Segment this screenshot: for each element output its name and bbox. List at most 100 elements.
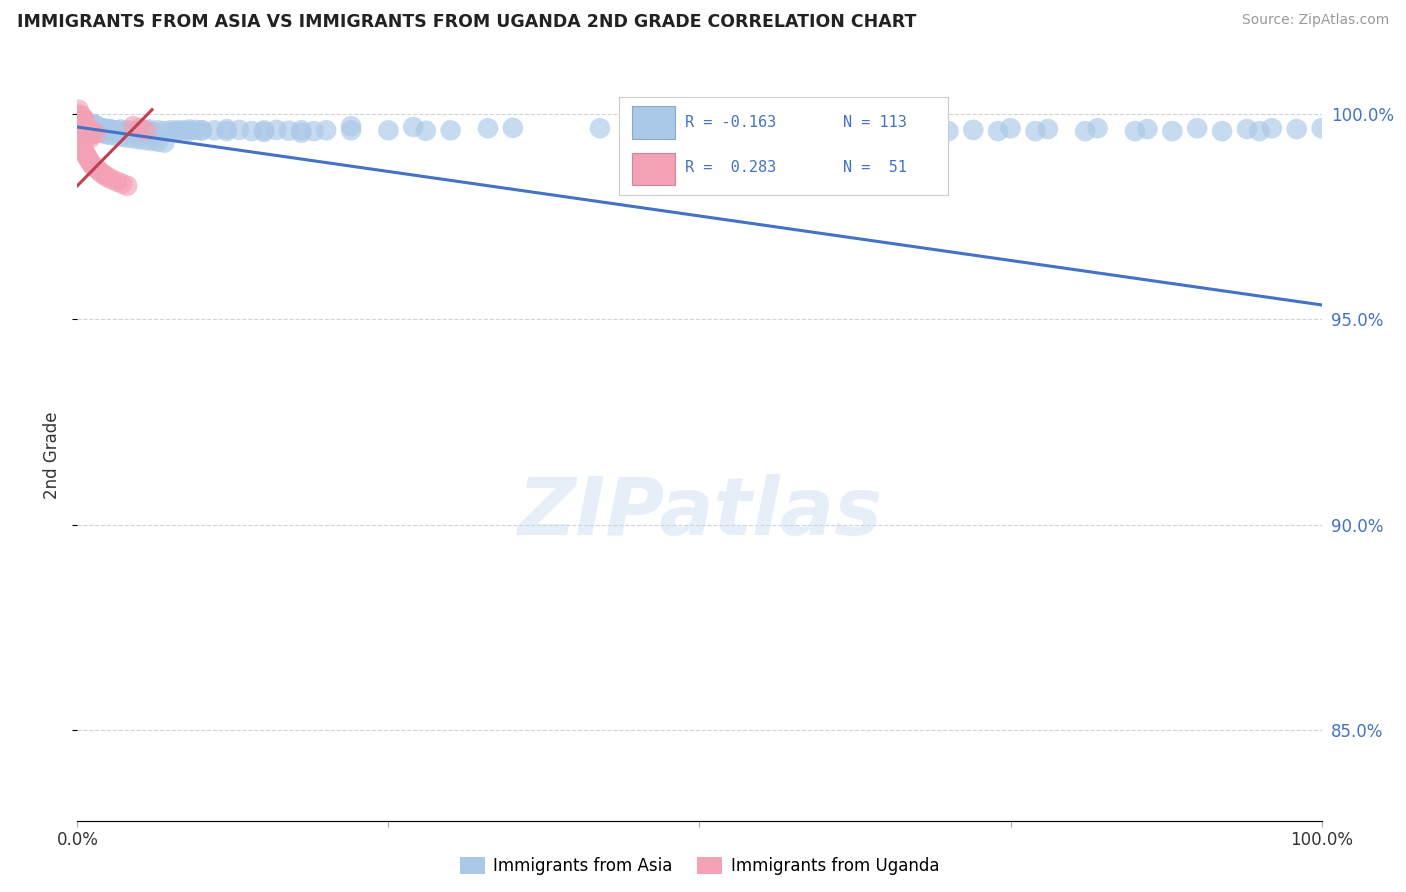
Point: [110, 129, 132, 144]
Point: [93, 169, 115, 183]
Point: [240, 124, 263, 138]
Point: [135, 123, 157, 137]
Point: [128, 132, 150, 146]
Point: [86, 120, 108, 134]
Point: [79, 118, 101, 132]
Point: [105, 175, 128, 189]
Point: [153, 124, 176, 138]
Point: [87, 120, 110, 135]
Point: [172, 123, 194, 137]
Point: [72, 110, 94, 124]
Point: [128, 121, 150, 136]
Point: [76, 150, 98, 164]
Point: [73, 119, 96, 133]
Point: [1187, 121, 1209, 136]
Point: [70, 114, 93, 128]
Point: [72, 142, 94, 156]
Point: [122, 125, 145, 139]
Point: [135, 133, 157, 147]
Point: [179, 124, 201, 138]
Point: [787, 123, 810, 137]
Point: [75, 125, 97, 139]
Point: [166, 123, 188, 137]
Point: [1261, 121, 1284, 136]
Point: [75, 120, 97, 134]
Point: [290, 123, 312, 137]
Point: [114, 124, 136, 138]
Point: [67, 103, 90, 117]
Point: [184, 123, 207, 137]
Point: [141, 134, 163, 148]
Point: [589, 121, 612, 136]
Point: [875, 121, 897, 136]
Point: [125, 124, 148, 138]
Point: [69, 137, 91, 152]
Point: [72, 119, 94, 133]
Point: [72, 115, 94, 129]
Point: [76, 115, 98, 129]
Point: [191, 123, 214, 137]
Point: [77, 152, 100, 166]
Legend: Immigrants from Asia, Immigrants from Uganda: Immigrants from Asia, Immigrants from Ug…: [453, 850, 946, 882]
Point: [402, 120, 425, 134]
Point: [290, 126, 312, 140]
Point: [115, 178, 138, 193]
Point: [72, 144, 94, 158]
Point: [79, 154, 101, 169]
Point: [84, 124, 107, 138]
Point: [90, 121, 112, 136]
Point: [69, 108, 91, 122]
Point: [253, 125, 276, 139]
Text: Source: ZipAtlas.com: Source: ZipAtlas.com: [1241, 13, 1389, 28]
Point: [887, 124, 910, 138]
Point: [72, 111, 94, 125]
Point: [91, 126, 114, 140]
Point: [77, 117, 100, 131]
Point: [851, 123, 873, 137]
Point: [166, 124, 188, 138]
Point: [115, 123, 138, 137]
Point: [86, 162, 108, 177]
Point: [477, 121, 499, 136]
Point: [110, 122, 132, 136]
Point: [1036, 122, 1059, 136]
Point: [179, 122, 201, 136]
Point: [340, 123, 363, 137]
Point: [1285, 122, 1308, 136]
Point: [69, 110, 91, 124]
Point: [80, 119, 103, 133]
Point: [1211, 124, 1233, 138]
Point: [215, 122, 238, 136]
Point: [302, 124, 325, 138]
Point: [838, 123, 860, 137]
Point: [69, 115, 91, 129]
Point: [202, 123, 225, 137]
Point: [72, 117, 94, 131]
Point: [148, 135, 170, 149]
Point: [104, 128, 127, 143]
Text: IMMIGRANTS FROM ASIA VS IMMIGRANTS FROM UGANDA 2ND GRADE CORRELATION CHART: IMMIGRANTS FROM ASIA VS IMMIGRANTS FROM …: [17, 13, 917, 31]
Point: [128, 125, 150, 139]
Point: [153, 136, 176, 150]
Point: [83, 161, 105, 175]
Point: [1074, 124, 1097, 138]
Point: [122, 131, 145, 145]
Point: [1123, 124, 1146, 138]
Point: [72, 113, 94, 128]
Point: [89, 120, 111, 135]
Point: [315, 123, 337, 137]
Y-axis label: 2nd Grade: 2nd Grade: [42, 411, 60, 499]
Point: [122, 119, 145, 133]
Point: [689, 122, 711, 136]
Point: [82, 125, 104, 139]
Point: [82, 158, 104, 172]
Point: [83, 123, 105, 137]
Point: [135, 123, 157, 137]
Point: [253, 123, 276, 137]
Point: [94, 123, 117, 137]
Point: [962, 123, 984, 137]
Point: [191, 123, 214, 137]
Point: [502, 120, 524, 135]
Point: [89, 164, 111, 178]
Point: [75, 116, 97, 130]
